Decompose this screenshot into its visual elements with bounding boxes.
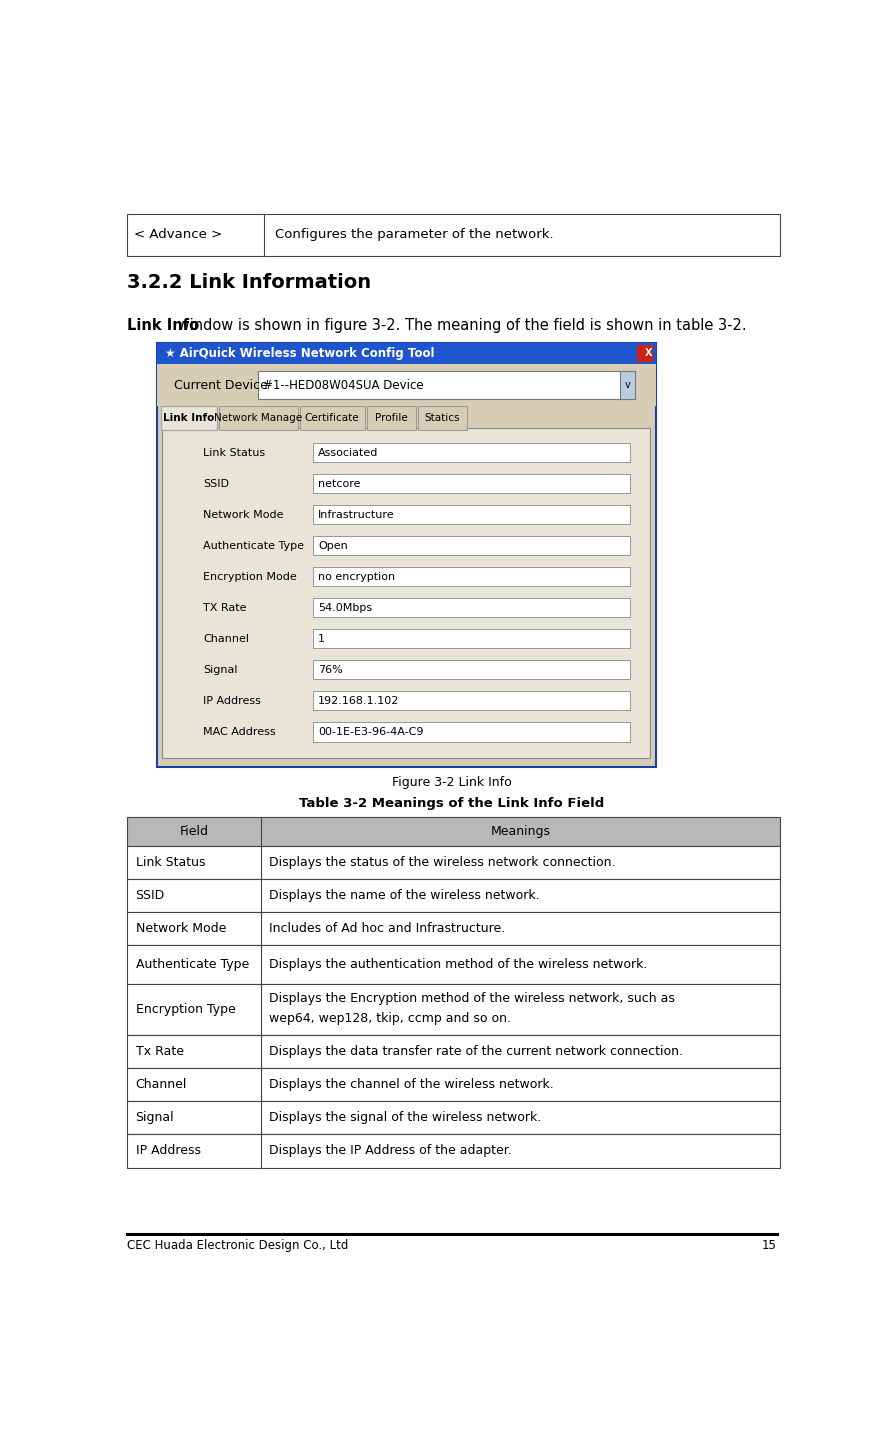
Bar — [312, 442, 630, 463]
Text: Authenticate Type: Authenticate Type — [203, 541, 304, 551]
Bar — [127, 816, 781, 845]
Text: 1: 1 — [318, 634, 325, 644]
Text: 192.168.1.102: 192.168.1.102 — [318, 696, 400, 706]
Text: Link Status: Link Status — [203, 448, 265, 458]
Text: Channel: Channel — [136, 1078, 187, 1091]
Bar — [219, 407, 297, 431]
Bar — [312, 660, 630, 679]
Bar — [157, 342, 655, 364]
Text: Network Manage: Network Manage — [214, 414, 303, 424]
Bar — [157, 364, 655, 407]
Bar — [161, 407, 217, 431]
Bar — [127, 984, 781, 1035]
Bar — [312, 567, 630, 586]
Bar — [127, 845, 781, 879]
Text: wep64, wep128, tkip, ccmp and so on.: wep64, wep128, tkip, ccmp and so on. — [269, 1012, 512, 1025]
Text: #1--HED08W04SUA Device: #1--HED08W04SUA Device — [264, 378, 424, 392]
Text: Displays the Encryption method of the wireless network, such as: Displays the Encryption method of the wi… — [269, 992, 676, 1005]
Bar — [127, 945, 781, 984]
Text: Field: Field — [180, 825, 209, 838]
Bar — [127, 1068, 781, 1101]
Text: 54.0Mbps: 54.0Mbps — [318, 603, 372, 613]
Text: v: v — [624, 381, 631, 390]
Text: Encryption Type: Encryption Type — [136, 1004, 235, 1017]
Text: Meanings: Meanings — [490, 825, 550, 838]
Text: IP Address: IP Address — [136, 1144, 200, 1157]
Text: Network Mode: Network Mode — [203, 510, 284, 520]
Text: Network Mode: Network Mode — [136, 922, 226, 935]
Bar — [127, 213, 781, 256]
Bar — [312, 474, 630, 493]
Text: Link Info window is shown in figure 3-2. The meaning of the field is shown in ta: Link Info window is shown in figure 3-2.… — [127, 318, 763, 334]
Text: 3.2.2 Link Information: 3.2.2 Link Information — [127, 274, 371, 292]
Text: Associated: Associated — [318, 448, 378, 458]
Text: Statics: Statics — [425, 414, 460, 424]
Text: SSID: SSID — [203, 478, 229, 488]
Bar — [312, 536, 630, 556]
Text: Link Info: Link Info — [163, 414, 214, 424]
Text: Configures the parameter of the network.: Configures the parameter of the network. — [274, 228, 553, 241]
Bar — [418, 407, 467, 431]
Text: X: X — [645, 348, 653, 358]
Text: Includes of Ad hoc and Infrastructure.: Includes of Ad hoc and Infrastructure. — [269, 922, 505, 935]
Text: Displays the data transfer rate of the current network connection.: Displays the data transfer rate of the c… — [269, 1045, 684, 1058]
Bar — [312, 505, 630, 524]
Bar — [162, 428, 650, 759]
Bar — [637, 345, 653, 362]
Text: Table 3-2 Meanings of the Link Info Field: Table 3-2 Meanings of the Link Info Fiel… — [299, 798, 605, 811]
Text: < Advance >: < Advance > — [134, 228, 222, 241]
Bar — [312, 692, 630, 710]
Text: 15: 15 — [762, 1239, 777, 1253]
Text: Signal: Signal — [136, 1111, 174, 1124]
Text: Channel: Channel — [203, 634, 250, 644]
Bar — [127, 912, 781, 945]
Text: Signal: Signal — [203, 664, 238, 674]
Text: Link Status: Link Status — [136, 855, 205, 869]
Bar — [258, 371, 635, 400]
Bar — [300, 407, 364, 431]
Bar — [312, 629, 630, 649]
Text: Certificate: Certificate — [305, 414, 359, 424]
Text: SSID: SSID — [136, 889, 165, 902]
Text: Displays the authentication method of the wireless network.: Displays the authentication method of th… — [269, 958, 647, 971]
Text: Figure 3-2 Link Info: Figure 3-2 Link Info — [392, 776, 512, 789]
Text: Authenticate Type: Authenticate Type — [136, 958, 249, 971]
Text: no encryption: no encryption — [318, 571, 395, 581]
Text: Link Info: Link Info — [127, 318, 199, 334]
Text: Displays the IP Address of the adapter.: Displays the IP Address of the adapter. — [269, 1144, 512, 1157]
Bar — [157, 342, 655, 768]
Bar — [127, 1101, 781, 1134]
Text: Displays the name of the wireless network.: Displays the name of the wireless networ… — [269, 889, 540, 902]
Text: window is shown in figure 3-2. The meaning of the field is shown in table 3-2.: window is shown in figure 3-2. The meani… — [174, 318, 747, 334]
Bar — [127, 1035, 781, 1068]
Text: Displays the channel of the wireless network.: Displays the channel of the wireless net… — [269, 1078, 554, 1091]
Text: TX Rate: TX Rate — [203, 603, 247, 613]
Text: 76%: 76% — [318, 664, 343, 674]
Bar — [312, 599, 630, 617]
Text: Profile: Profile — [375, 414, 407, 424]
Text: Encryption Mode: Encryption Mode — [203, 571, 297, 581]
Text: ★ AirQuick Wireless Network Config Tool: ★ AirQuick Wireless Network Config Tool — [165, 347, 435, 359]
Text: 00-1E-E3-96-4A-C9: 00-1E-E3-96-4A-C9 — [318, 727, 423, 737]
Bar — [620, 371, 635, 400]
Text: Displays the status of the wireless network connection.: Displays the status of the wireless netw… — [269, 855, 616, 869]
Text: Current Device: Current Device — [174, 378, 268, 392]
Text: Open: Open — [318, 541, 348, 551]
Bar — [127, 879, 781, 912]
Text: netcore: netcore — [318, 478, 361, 488]
Text: IP Address: IP Address — [203, 696, 261, 706]
Bar — [312, 722, 630, 742]
Text: Tx Rate: Tx Rate — [136, 1045, 183, 1058]
Text: MAC Address: MAC Address — [203, 727, 276, 737]
Bar — [127, 1134, 781, 1167]
Text: CEC Huada Electronic Design Co., Ltd: CEC Huada Electronic Design Co., Ltd — [127, 1239, 348, 1253]
Text: Infrastructure: Infrastructure — [318, 510, 394, 520]
Text: Displays the signal of the wireless network.: Displays the signal of the wireless netw… — [269, 1111, 542, 1124]
Bar — [367, 407, 415, 431]
